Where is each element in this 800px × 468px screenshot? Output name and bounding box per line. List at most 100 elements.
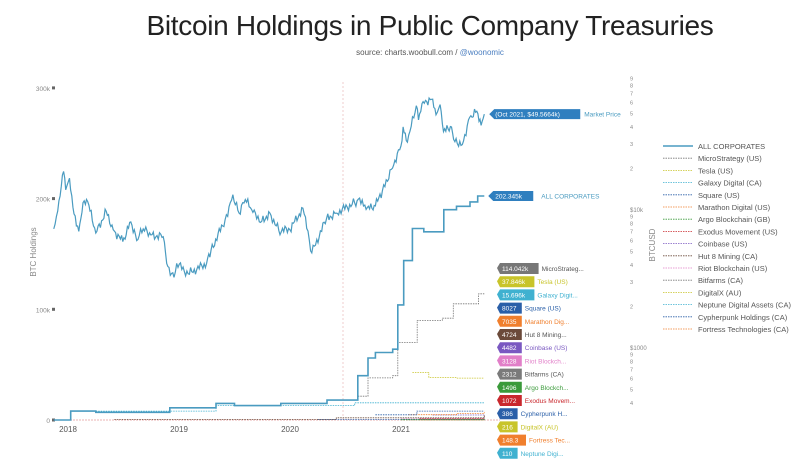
right-tick-label: 6 [630, 239, 633, 245]
source-text: source: charts.woobull.com / [356, 48, 460, 57]
right-tick-label: 8 [630, 83, 633, 89]
right-tick-label: 3 [630, 142, 633, 148]
legend-item[interactable]: Galaxy Digital (CA) [698, 179, 762, 188]
end-label-name: Riot Blockch... [525, 358, 567, 365]
right-tick-label: 5 [630, 250, 633, 256]
right-tick-label: 8 [630, 359, 633, 365]
end-label-name: Coinbase (US) [525, 345, 568, 352]
right-tick-label: 9 [630, 76, 633, 82]
end-label-name: Galaxy Digit... [537, 292, 578, 299]
right-tick-label: 4 [630, 125, 633, 131]
right-tick-label: 9 [630, 352, 633, 358]
end-label-name: MicroStrateg... [542, 266, 584, 273]
right-tick-label: 7 [630, 91, 633, 97]
end-label-badge [497, 263, 539, 274]
legend-item[interactable]: Hut 8 Mining (CA) [698, 252, 758, 261]
market-price-badge [489, 109, 581, 120]
series-line-marathon-digital-us [408, 412, 485, 416]
legend-item[interactable]: Cypherpunk Holdings (CA) [698, 313, 788, 322]
right-tick-label: 4 [630, 263, 633, 269]
source-handle-link[interactable]: @woonomic [459, 48, 504, 57]
all-corporates-badge [488, 191, 534, 202]
legend-item[interactable]: Bitfarms (CA) [698, 276, 744, 285]
series-line-all-corporates [53, 195, 485, 421]
end-label-name: Cypherpunk H... [521, 411, 568, 418]
end-label-badge [497, 421, 518, 433]
legend-item[interactable]: ALL CORPORATES [698, 142, 765, 151]
end-label-value: 4482 [502, 345, 517, 352]
left-axis-title: BTC Holdings [29, 227, 38, 276]
end-label-value: 7035 [502, 319, 517, 326]
end-label-name: Tesla (US) [537, 279, 567, 286]
end-label-value: 1072 [502, 398, 517, 405]
series-line-square-us [375, 410, 485, 416]
right-tick-label: 4 [630, 401, 633, 407]
left-tick-mark [52, 418, 55, 422]
right-tick-label: 9 [630, 214, 633, 220]
end-label-value: 1496 [502, 385, 517, 392]
left-tick-mark [52, 86, 55, 90]
legend-item[interactable]: Exodus Movement (US) [698, 227, 778, 236]
right-tick-label: 7 [630, 229, 633, 235]
right-tick-label: 2 [630, 166, 633, 172]
x-tick-label: 2020 [281, 425, 299, 434]
end-label-value: 110 [502, 451, 513, 458]
end-label-name: Argo Blockch... [525, 385, 569, 392]
end-label-value: 15.696k [502, 292, 526, 299]
x-tick-label: 2018 [59, 425, 77, 434]
end-label-value: 37.846k [502, 279, 526, 286]
legend-item[interactable]: Riot Blockchain (US) [698, 264, 768, 273]
end-label-badge [497, 329, 522, 340]
end-label-name: Square (US) [525, 306, 561, 313]
legend-item[interactable]: MicroStrategy (US) [698, 154, 762, 163]
legend-item[interactable]: Neptune Digital Assets (CA) [698, 301, 791, 310]
end-label-badge [497, 381, 522, 393]
legend-item[interactable]: Marathon Digital (US) [698, 203, 771, 212]
end-label-value: 4724 [502, 332, 517, 339]
end-label-value: 114.042k [502, 266, 529, 273]
series-line-tesla-us [412, 372, 485, 379]
right-tick-label: 6 [630, 101, 633, 107]
end-label-badge [497, 302, 522, 314]
legend-item[interactable]: DigitalX (AU) [698, 288, 742, 297]
left-tick-mark [52, 307, 55, 311]
end-label-badge [497, 276, 535, 288]
legend-item[interactable]: Tesla (US) [698, 166, 734, 175]
legend-item[interactable]: Square (US) [698, 191, 740, 200]
market-price-line [53, 96, 485, 279]
x-tick-label: 2019 [170, 425, 188, 434]
right-tick-label: 3 [630, 280, 633, 286]
right-tick-label: 6 [630, 377, 633, 383]
end-label-badge [497, 447, 518, 459]
end-label-value: 148.3 [502, 438, 519, 445]
chart-title: Bitcoin Holdings in Public Company Treas… [146, 10, 714, 41]
right-axis-title: BTCUSD [648, 228, 657, 261]
legend-item[interactable]: Argo Blockchain (GB) [698, 215, 771, 224]
end-label-badge [497, 342, 522, 354]
right-tick-label: 5 [630, 112, 633, 118]
end-label-value: 2312 [502, 372, 517, 379]
end-label-badge [497, 408, 518, 420]
x-tick-label: 2021 [392, 425, 410, 434]
legend-item[interactable]: Coinbase (US) [698, 240, 748, 249]
end-label-name: Marathon Dig... [525, 319, 570, 326]
end-label-name: Neptune Digi... [521, 451, 564, 458]
end-label-value: 3128 [502, 358, 517, 365]
end-label-name: Fortress Tec... [529, 438, 570, 445]
series-line-hut-8-mining-ca [114, 414, 485, 420]
left-tick-label: 300k [36, 86, 51, 93]
end-label-badge [497, 289, 535, 301]
end-label-badge [497, 368, 522, 380]
market-price-label: Market Price [584, 112, 621, 119]
left-tick-label: 0 [46, 418, 50, 425]
right-tick-label: $1000 [630, 346, 647, 352]
legend-item[interactable]: Fortress Technologies (CA) [698, 325, 789, 334]
end-label-name: DigitalX (AU) [521, 424, 559, 431]
chart-source: source: charts.woobull.com / @woonomic [0, 48, 800, 57]
end-label-value: 216 [502, 424, 513, 431]
right-tick-label: 5 [630, 388, 633, 394]
end-label-badge [497, 395, 522, 406]
left-tick-label: 100k [36, 307, 51, 314]
series-line-argo-blockchain-gb [401, 418, 485, 420]
